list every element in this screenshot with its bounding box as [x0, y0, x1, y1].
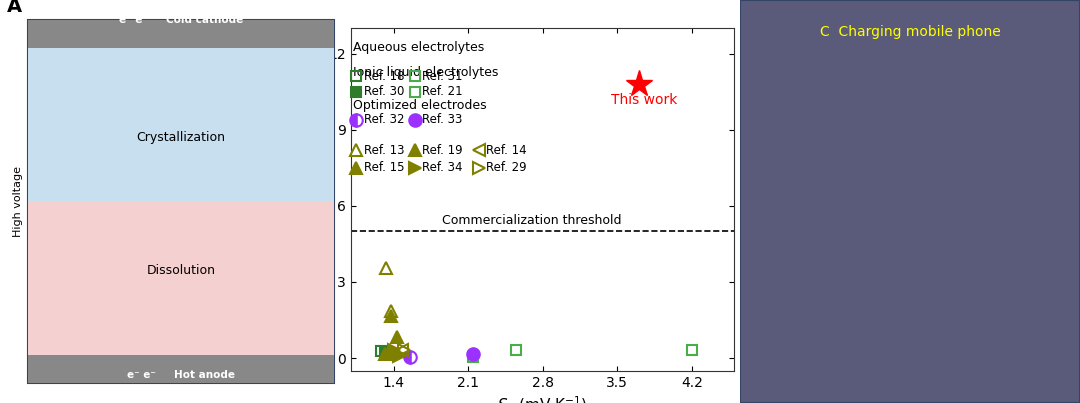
Text: Dissolution: Dissolution	[147, 264, 215, 277]
Text: Ref. 34: Ref. 34	[422, 161, 463, 174]
Text: C  Charging mobile phone: C Charging mobile phone	[820, 25, 1000, 39]
Text: B: B	[305, 21, 320, 40]
Text: Ref. 29: Ref. 29	[486, 161, 527, 174]
Text: e⁻ e⁻     Hot anode: e⁻ e⁻ Hot anode	[127, 370, 235, 380]
Bar	[28, 355, 334, 383]
Y-axis label: $\eta_r$ (%): $\eta_r$ (%)	[307, 176, 326, 223]
Text: Optimized electrodes: Optimized electrodes	[353, 99, 487, 112]
Bar	[28, 202, 334, 355]
Text: A: A	[8, 0, 23, 16]
Text: Ref. 15: Ref. 15	[364, 161, 404, 174]
Bar	[28, 20, 334, 48]
Text: Ref. 33: Ref. 33	[422, 113, 462, 126]
Text: Ref. 19: Ref. 19	[422, 143, 463, 156]
Text: This work: This work	[610, 93, 677, 107]
Text: Aqueous electrolytes: Aqueous electrolytes	[353, 41, 484, 54]
Text: Crystallization: Crystallization	[136, 131, 226, 144]
Text: Ionic liquid electrolytes: Ionic liquid electrolytes	[353, 66, 499, 79]
Text: High voltage: High voltage	[13, 166, 23, 237]
Text: e⁻ e⁻     Cold cathode: e⁻ e⁻ Cold cathode	[119, 15, 243, 25]
Bar	[28, 48, 334, 202]
Text: Ref. 18: Ref. 18	[364, 70, 404, 83]
Text: Ref. 32: Ref. 32	[364, 113, 404, 126]
Text: Ref. 30: Ref. 30	[364, 85, 404, 98]
Text: Ref. 13: Ref. 13	[364, 143, 404, 156]
Text: Ref. 14: Ref. 14	[486, 143, 527, 156]
Text: Ref. 21: Ref. 21	[422, 85, 463, 98]
X-axis label: $S_{\mathrm{e}}$ (mV K$^{-1}$): $S_{\mathrm{e}}$ (mV K$^{-1}$)	[498, 395, 588, 403]
Text: Commercialization threshold: Commercialization threshold	[442, 214, 621, 227]
Text: Ref. 31: Ref. 31	[422, 70, 463, 83]
